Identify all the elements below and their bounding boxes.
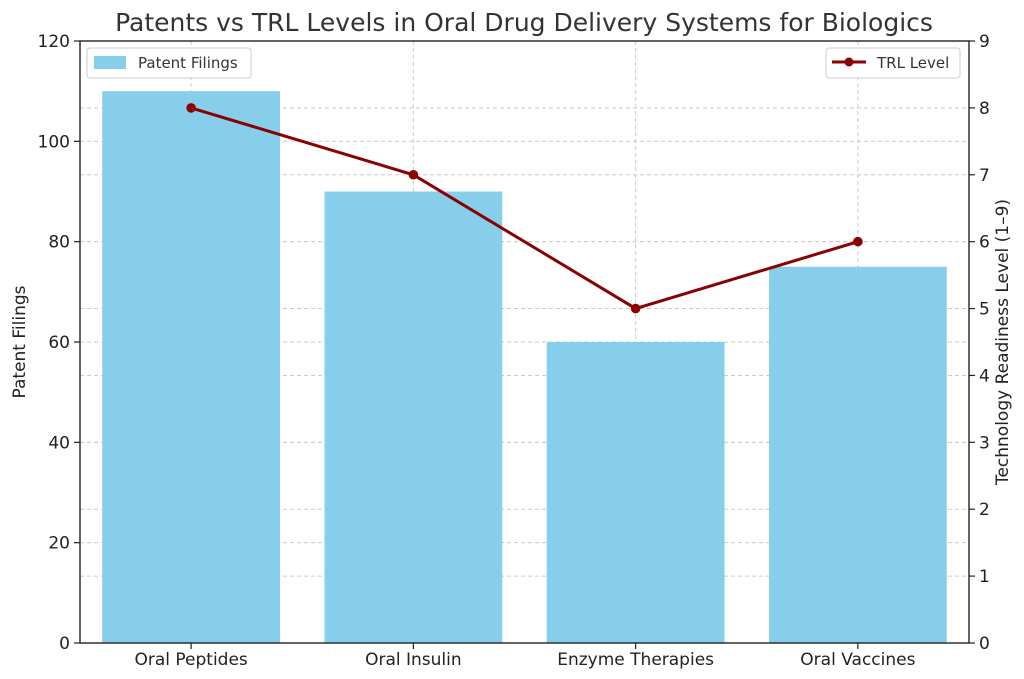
bar-patent-filings bbox=[102, 91, 281, 643]
y-tick-label: 40 bbox=[48, 433, 70, 453]
x-tick-label: Oral Insulin bbox=[365, 650, 462, 670]
y2-tick-label: 5 bbox=[979, 300, 990, 320]
y2-tick-label: 2 bbox=[979, 500, 990, 520]
y2-tick-label: 7 bbox=[979, 166, 990, 186]
y2-tick-label: 4 bbox=[979, 366, 990, 386]
legend-trl-level: TRL Level bbox=[825, 47, 961, 79]
trl-point bbox=[853, 236, 863, 247]
line-layer bbox=[186, 103, 863, 314]
chart-title: Patents vs TRL Levels in Oral Drug Deliv… bbox=[115, 8, 933, 37]
y2-tick-label: 0 bbox=[979, 634, 990, 654]
legend-label-patent-filings: Patent Filings bbox=[138, 54, 238, 72]
trl-point bbox=[186, 103, 196, 113]
x-tick-label: Enzyme Therapies bbox=[557, 650, 714, 670]
axis-layer: 0 20 40 60 80 100 120 0 1 2 3 4 5 6 7 8 9 Oral Peptides Or… bbox=[38, 32, 990, 670]
bar-patent-filings bbox=[768, 266, 947, 643]
x-tick-label: Oral Vaccines bbox=[800, 650, 915, 670]
y-tick-label: 0 bbox=[59, 634, 70, 654]
y-tick-label: 80 bbox=[48, 233, 70, 253]
y2-tick-label: 3 bbox=[979, 433, 990, 453]
bar-patent-filings bbox=[546, 342, 725, 643]
legend-label-trl-level: TRL Level bbox=[876, 54, 949, 72]
trl-point bbox=[630, 303, 641, 314]
y-tick-label: 60 bbox=[48, 333, 70, 353]
trl-point bbox=[408, 169, 419, 180]
bar-layer bbox=[102, 91, 947, 643]
legend-patent-filings: Patent Filings bbox=[86, 47, 252, 79]
legend-swatch-patent-filings bbox=[94, 56, 126, 69]
legend-swatch-marker-trl bbox=[844, 57, 854, 67]
x-tick-label: Oral Peptides bbox=[134, 650, 247, 670]
bar-patent-filings bbox=[324, 191, 503, 643]
y2-tick-label: 9 bbox=[979, 32, 990, 52]
y2-axis-label: Technology Readiness Level (1–9) bbox=[993, 199, 1013, 486]
y-tick-label: 120 bbox=[38, 32, 70, 52]
y2-tick-label: 6 bbox=[979, 233, 990, 253]
y-axis-label: Patent Filings bbox=[10, 285, 30, 398]
y2-tick-label: 1 bbox=[979, 567, 990, 587]
trl-line bbox=[190, 106, 859, 311]
y2-tick-label: 8 bbox=[979, 99, 990, 119]
y-tick-label: 100 bbox=[38, 132, 70, 152]
y-tick-label: 20 bbox=[48, 534, 70, 554]
